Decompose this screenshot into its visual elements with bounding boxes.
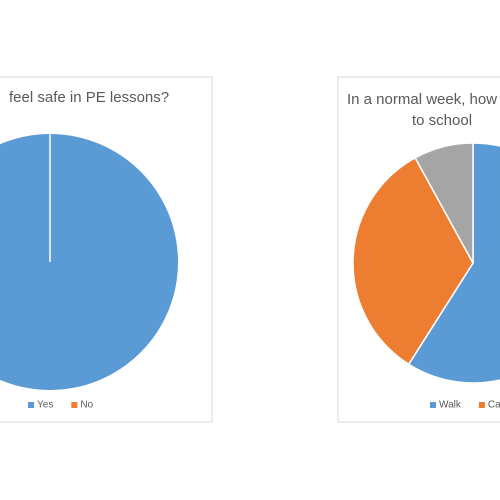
chart-title: to school [412,112,472,129]
pie-slice [414,142,474,264]
legend-label: No [80,400,93,411]
legend-label: Car [488,400,500,411]
pie-slice [407,142,500,384]
legend-label: Yes [37,400,53,411]
legend-label: Walk [439,400,462,411]
chart-title: In a normal week, how [347,91,497,108]
pie-slice [0,134,178,390]
legend-marker [478,402,485,408]
legend-marker [430,402,436,408]
legend-marker [28,402,34,408]
chart-title: feel safe in PE lessons? [9,89,169,106]
legend-marker [71,402,78,408]
